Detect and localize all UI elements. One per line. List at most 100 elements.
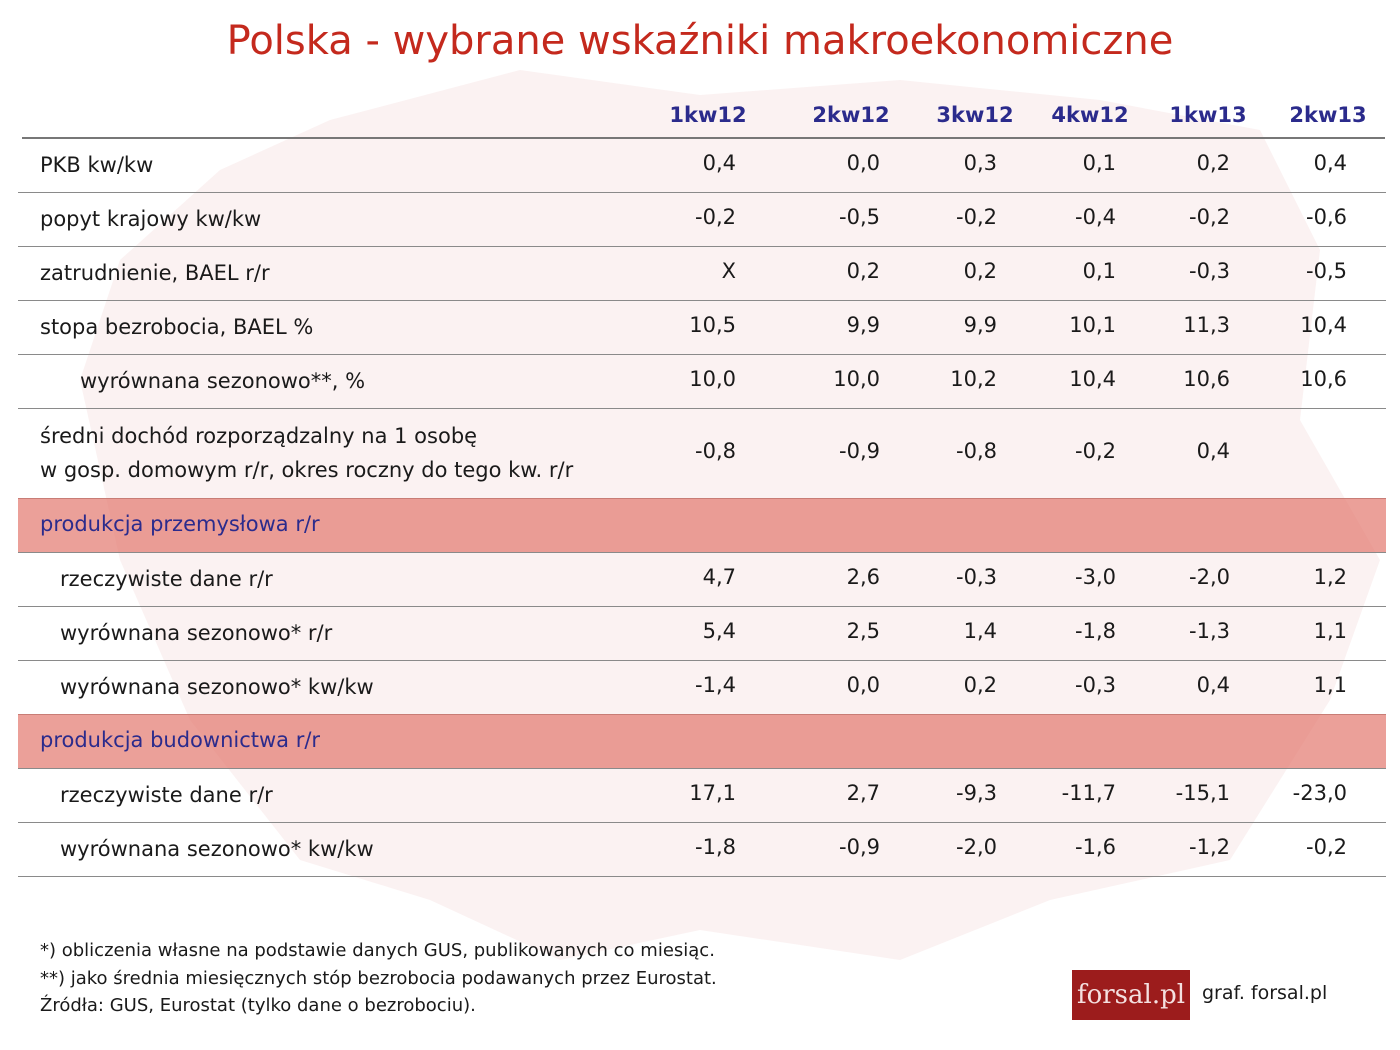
cell: 0,4 bbox=[1196, 673, 1230, 697]
row-rule bbox=[18, 192, 1386, 193]
row-rule bbox=[18, 876, 1386, 877]
cell: 0,0 bbox=[846, 673, 880, 697]
footnote: *) obliczenia własne na podstawie danych… bbox=[40, 940, 715, 961]
cell: 10,1 bbox=[1069, 313, 1116, 337]
cell: -1,3 bbox=[1189, 619, 1230, 643]
cell: 10,5 bbox=[689, 313, 736, 337]
title: Polska - wybrane wskaźniki makroekonomic… bbox=[226, 18, 1174, 64]
cell: 1,4 bbox=[963, 619, 997, 643]
row-label: stopa bezrobocia, BAEL % bbox=[40, 315, 314, 339]
row-label: rzeczywiste dane r/r bbox=[60, 567, 273, 591]
cell: -0,3 bbox=[956, 565, 997, 589]
cell: 10,4 bbox=[1300, 313, 1347, 337]
column-header: 2kw12 bbox=[812, 103, 890, 127]
section-title: produkcja przemysłowa r/r bbox=[40, 512, 320, 536]
column-header: 4kw12 bbox=[1051, 103, 1129, 127]
cell: -3,0 bbox=[1075, 565, 1116, 589]
cell: 2,7 bbox=[846, 781, 880, 805]
column-header: 3kw12 bbox=[936, 103, 1014, 127]
cell: 1,1 bbox=[1313, 619, 1347, 643]
row-label: rzeczywiste dane r/r bbox=[60, 783, 273, 807]
cell: 1,1 bbox=[1313, 673, 1347, 697]
cell: 10,4 bbox=[1069, 367, 1116, 391]
row-rule bbox=[18, 354, 1386, 355]
cell: 0,4 bbox=[1313, 151, 1347, 175]
cell: -0,4 bbox=[1075, 205, 1116, 229]
cell: 10,0 bbox=[689, 367, 736, 391]
row-label: zatrudnienie, BAEL r/r bbox=[40, 261, 270, 285]
row-rule bbox=[18, 606, 1386, 607]
cell: 2,5 bbox=[846, 619, 880, 643]
row-label: wyrównana sezonowo* r/r bbox=[60, 621, 333, 645]
cell: 5,4 bbox=[702, 619, 736, 643]
cell: -2,0 bbox=[956, 835, 997, 859]
cell: -2,0 bbox=[1189, 565, 1230, 589]
cell: -0,3 bbox=[1075, 673, 1116, 697]
cell: -0,8 bbox=[956, 439, 997, 463]
cell: 17,1 bbox=[689, 781, 736, 805]
cell: -0,9 bbox=[839, 835, 880, 859]
cell: 0,4 bbox=[702, 151, 736, 175]
section-title: produkcja budownictwa r/r bbox=[40, 728, 321, 752]
cell: -1,8 bbox=[695, 835, 736, 859]
cell: 0,1 bbox=[1082, 151, 1116, 175]
cell: -1,4 bbox=[695, 673, 736, 697]
row-label: średni dochód rozporządzalny na 1 osobę bbox=[40, 424, 478, 448]
row-rule bbox=[18, 408, 1386, 409]
cell: 0,0 bbox=[846, 151, 880, 175]
cell: 0,3 bbox=[963, 151, 997, 175]
cell: -15,1 bbox=[1175, 781, 1230, 805]
cell: -0,2 bbox=[1189, 205, 1230, 229]
cell: -0,2 bbox=[1075, 439, 1116, 463]
cell: 9,9 bbox=[963, 313, 997, 337]
row-label: wyrównana sezonowo* kw/kw bbox=[60, 675, 374, 699]
row-label: wyrównana sezonowo* kw/kw bbox=[60, 837, 374, 861]
cell: -1,2 bbox=[1189, 835, 1230, 859]
row-label: PKB kw/kw bbox=[40, 153, 154, 177]
row-rule bbox=[18, 300, 1386, 301]
cell: 9,9 bbox=[846, 313, 880, 337]
cell: 0,2 bbox=[963, 259, 997, 283]
cell: 10,6 bbox=[1300, 367, 1347, 391]
cell: 0,4 bbox=[1196, 439, 1230, 463]
cell: -0,2 bbox=[1306, 835, 1347, 859]
section-band bbox=[18, 498, 1386, 552]
row-label: popyt krajowy kw/kw bbox=[40, 207, 262, 231]
logo: forsal.pl bbox=[1072, 970, 1190, 1020]
cell: 4,7 bbox=[702, 565, 736, 589]
cell: -0,2 bbox=[695, 205, 736, 229]
footnote: **) jako średnia miesięcznych stóp bezro… bbox=[40, 968, 717, 989]
row-label: w gosp. domowym r/r, okres roczny do teg… bbox=[40, 458, 574, 482]
cell: 0,2 bbox=[963, 673, 997, 697]
credit: graf. forsal.pl bbox=[1202, 982, 1328, 1004]
cell: -1,6 bbox=[1075, 835, 1116, 859]
column-header: 1kw12 bbox=[669, 103, 747, 127]
cell: -11,7 bbox=[1061, 781, 1116, 805]
cell: -0,9 bbox=[839, 439, 880, 463]
cell: -0,3 bbox=[1189, 259, 1230, 283]
header-rule bbox=[22, 137, 1385, 139]
cell: 10,6 bbox=[1183, 367, 1230, 391]
row-rule bbox=[18, 246, 1386, 247]
cell: -0,2 bbox=[956, 205, 997, 229]
row-rule bbox=[18, 822, 1386, 823]
cell: 2,6 bbox=[846, 565, 880, 589]
footnote: Źródła: GUS, Eurostat (tylko dane o bezr… bbox=[40, 995, 476, 1016]
column-header: 2kw13 bbox=[1289, 103, 1367, 127]
cell: 1,2 bbox=[1313, 565, 1347, 589]
cell: 10,2 bbox=[950, 367, 997, 391]
row-rule bbox=[18, 768, 1386, 769]
cell: -1,8 bbox=[1075, 619, 1116, 643]
cell: -0,5 bbox=[1306, 259, 1347, 283]
column-header: 1kw13 bbox=[1169, 103, 1247, 127]
cell: -23,0 bbox=[1292, 781, 1347, 805]
cell: -0,8 bbox=[695, 439, 736, 463]
cell: X bbox=[721, 259, 736, 283]
row-rule bbox=[18, 660, 1386, 661]
cell: -0,6 bbox=[1306, 205, 1347, 229]
section-band bbox=[18, 714, 1386, 768]
row-label: wyrównana sezonowo**, % bbox=[80, 369, 366, 393]
row-rule bbox=[18, 552, 1386, 553]
